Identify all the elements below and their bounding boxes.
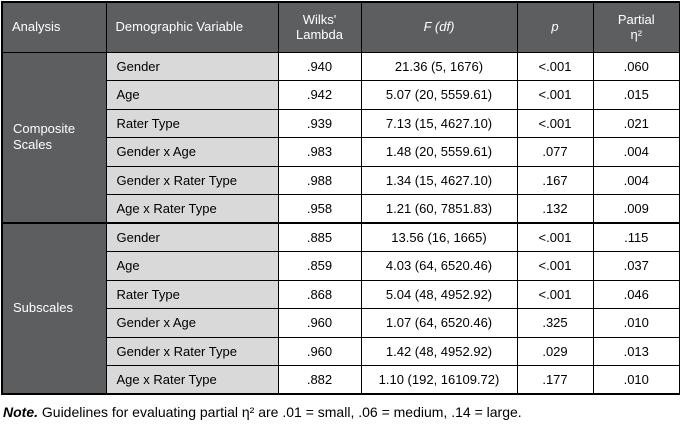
cell-variable: Gender <box>105 222 279 252</box>
cell-variable: Rater Type <box>105 279 279 309</box>
header-demographic-variable: Demographic Variable <box>105 1 279 53</box>
table-row: Gender x Age .960 1.07 (64, 6520.46) .32… <box>2 308 680 338</box>
header-wilks-lambda: Wilks' Lambda <box>277 1 362 53</box>
cell-f-df: 1.21 (60, 7851.83) <box>360 194 518 224</box>
cell-wilks-lambda: .885 <box>277 222 362 252</box>
cell-variable: Gender <box>105 51 279 81</box>
cell-f-df: 1.34 (15, 4627.10) <box>360 165 518 195</box>
cell-wilks-lambda: .939 <box>277 108 362 138</box>
cell-partial-eta: .037 <box>592 251 680 281</box>
header-analysis: Analysis <box>1 1 107 53</box>
cell-partial-eta: .015 <box>592 80 680 110</box>
cell-f-df: 5.04 (48, 4952.92) <box>360 279 518 309</box>
cell-f-df: 21.36 (5, 1676) <box>360 51 518 81</box>
cell-p-value: <.001 <box>516 279 594 309</box>
table-row: Age x Rater Type .958 1.21 (60, 7851.83)… <box>2 194 680 224</box>
cell-wilks-lambda: .942 <box>277 80 362 110</box>
note-text: Guidelines for evaluating partial η² are… <box>38 404 522 420</box>
cell-f-df: 4.03 (64, 6520.46) <box>360 251 518 281</box>
cell-p-value: <.001 <box>516 251 594 281</box>
cell-f-df: 1.10 (192, 16109.72) <box>360 365 518 395</box>
cell-p-value: .029 <box>516 336 594 366</box>
table-row: Subscales Gender .885 13.56 (16, 1665) <… <box>1 222 680 395</box>
header-partial-eta-squared: Partial η² <box>592 1 680 53</box>
cell-p-value: .177 <box>516 365 594 395</box>
cell-wilks-lambda: .983 <box>277 137 362 167</box>
cell-f-df: 5.07 (20, 5559.61) <box>360 80 518 110</box>
table-row: Age x Rater Type .882 1.10 (192, 16109.7… <box>2 365 680 395</box>
cell-partial-eta: .021 <box>592 108 680 138</box>
table-row: Rater Type .868 5.04 (48, 4952.92) <.001… <box>2 279 680 309</box>
cell-partial-eta: .115 <box>592 222 680 252</box>
cell-f-df: 13.56 (16, 1665) <box>360 222 518 252</box>
header-partial-line1: Partial <box>617 11 655 27</box>
manova-results-table: Analysis Demographic Variable Wilks' Lam… <box>1 1 680 395</box>
table-row: Rater Type .939 7.13 (15, 4627.10) <.001… <box>2 108 680 138</box>
table-row: Age .859 4.03 (64, 6520.46) <.001 .037 <box>2 251 680 281</box>
cell-p-value: .077 <box>516 137 594 167</box>
cell-p-value: <.001 <box>516 80 594 110</box>
section-label-composite-scales: Composite Scales <box>1 51 107 224</box>
cell-wilks-lambda: .882 <box>277 365 362 395</box>
cell-f-df: 7.13 (15, 4627.10) <box>360 108 518 138</box>
cell-wilks-lambda: .958 <box>277 194 362 224</box>
cell-p-value: .132 <box>516 194 594 224</box>
cell-p-value: <.001 <box>516 51 594 81</box>
cell-f-df: 1.07 (64, 6520.46) <box>360 308 518 338</box>
cell-partial-eta: .004 <box>592 137 680 167</box>
cell-partial-eta: .046 <box>592 279 680 309</box>
cell-variable: Gender x Age <box>105 308 279 338</box>
header-p: p <box>516 1 594 53</box>
cell-variable: Age x Rater Type <box>105 365 279 395</box>
cell-variable: Gender x Rater Type <box>105 336 279 366</box>
cell-partial-eta: .013 <box>592 336 680 366</box>
cell-f-df: 1.42 (48, 4952.92) <box>360 336 518 366</box>
cell-partial-eta: .009 <box>592 194 680 224</box>
cell-wilks-lambda: .868 <box>277 279 362 309</box>
cell-variable: Rater Type <box>105 108 279 138</box>
cell-variable: Gender x Age <box>105 137 279 167</box>
table-row: Gender x Rater Type .988 1.34 (15, 4627.… <box>2 165 680 195</box>
cell-wilks-lambda: .940 <box>277 51 362 81</box>
cell-p-value: .167 <box>516 165 594 195</box>
cell-variable: Age x Rater Type <box>105 194 279 224</box>
cell-p-value: .325 <box>516 308 594 338</box>
cell-wilks-lambda: .859 <box>277 251 362 281</box>
cell-variable: Age <box>105 251 279 281</box>
table-row: Composite Scales Gender .940 21.36 (5, 1… <box>1 51 680 224</box>
cell-partial-eta: .060 <box>592 51 680 81</box>
cell-p-value: <.001 <box>516 108 594 138</box>
cell-partial-eta: .010 <box>592 308 680 338</box>
note-label: Note. <box>3 404 38 420</box>
cell-variable: Age <box>105 80 279 110</box>
cell-partial-eta: .004 <box>592 165 680 195</box>
cell-variable: Gender x Rater Type <box>105 165 279 195</box>
cell-wilks-lambda: .960 <box>277 336 362 366</box>
cell-wilks-lambda: .988 <box>277 165 362 195</box>
header-f-df: F (df) <box>360 1 518 53</box>
cell-f-df: 1.48 (20, 5559.61) <box>360 137 518 167</box>
section-label-subscales: Subscales <box>1 222 107 395</box>
header-wilks-line2: Lambda <box>296 27 343 43</box>
cell-p-value: <.001 <box>516 222 594 252</box>
header-partial-line2: η² <box>630 27 643 43</box>
table-row: Age .942 5.07 (20, 5559.61) <.001 .015 <box>2 80 680 110</box>
header-wilks-line1: Wilks' <box>302 11 337 27</box>
cell-partial-eta: .010 <box>592 365 680 395</box>
table-row: Gender x Age .983 1.48 (20, 5559.61) .07… <box>2 137 680 167</box>
header-row: Analysis Demographic Variable Wilks' Lam… <box>1 1 680 53</box>
cell-wilks-lambda: .960 <box>277 308 362 338</box>
table-note: Note. Guidelines for evaluating partial … <box>3 404 680 422</box>
